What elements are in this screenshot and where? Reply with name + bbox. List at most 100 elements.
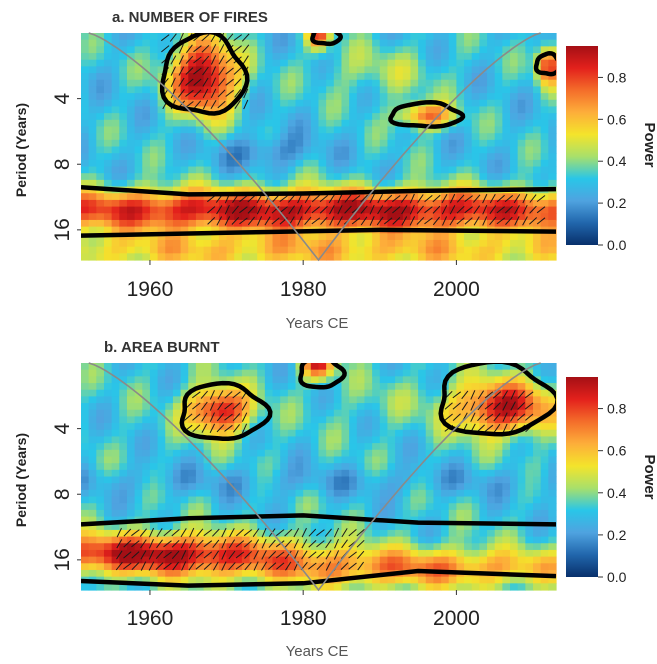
heatmap-cell [402, 469, 412, 478]
heatmap-cell [234, 213, 243, 221]
heatmap-cell [134, 213, 143, 221]
heatmap-cell [111, 556, 120, 564]
phase-arrow [261, 538, 267, 549]
phase-arrow [514, 205, 520, 215]
heatmap-cell [349, 483, 358, 491]
phase-arrow [241, 401, 248, 411]
heatmap-cell [494, 563, 503, 571]
panel-b-significance-contours [81, 363, 556, 588]
heatmap-cell [303, 409, 312, 418]
heatmap-cell [272, 159, 281, 168]
heatmap-cell [119, 226, 128, 234]
heatmap-cell [448, 113, 457, 121]
phase-arrow [334, 538, 339, 549]
heatmap-cell [211, 159, 220, 168]
heatmap-cell [326, 523, 335, 531]
heatmap-cell [96, 79, 105, 88]
heatmap-cell [464, 146, 473, 154]
heatmap-cell [456, 153, 465, 161]
heatmap-cell [287, 463, 297, 471]
heatmap-cell [295, 416, 304, 424]
heatmap-cell [218, 576, 228, 584]
heatmap-cell [441, 476, 450, 484]
heatmap-cell [295, 556, 304, 564]
heatmap-cell [479, 576, 488, 584]
heatmap-cell [157, 369, 166, 377]
heatmap-cell [464, 443, 473, 451]
heatmap-cell [172, 536, 182, 544]
heatmap-cell [188, 543, 197, 551]
heatmap-cell [318, 469, 327, 478]
heatmap-cell [548, 549, 557, 558]
heatmap-cell [203, 246, 212, 254]
heatmap-cell [341, 383, 350, 391]
heatmap-cell [356, 529, 366, 538]
panel-b-heatmap [81, 363, 557, 591]
heatmap-cell [81, 179, 90, 188]
heatmap-cell [456, 99, 465, 108]
heatmap-cell [257, 166, 266, 174]
heatmap-cell [249, 173, 258, 181]
heatmap-cell [88, 139, 97, 148]
heatmap-cell [464, 119, 473, 128]
heatmap-cell [303, 173, 312, 181]
phase-arrow [442, 216, 448, 226]
heatmap-cell [195, 33, 205, 41]
phase-arrow [510, 390, 516, 400]
heatmap-cell [395, 469, 404, 478]
heatmap-cell [341, 139, 350, 148]
heatmap-cell [295, 106, 304, 114]
heatmap-cell [295, 246, 304, 254]
phase-arrow [243, 99, 249, 110]
heatmap-cell [525, 463, 534, 471]
heatmap-cell [326, 106, 335, 114]
heatmap-cell [142, 206, 151, 214]
heatmap-cell [195, 113, 205, 121]
heatmap-cell [410, 39, 419, 47]
heatmap-cell [479, 193, 488, 201]
heatmap-cell [188, 186, 197, 194]
heatmap-cell [387, 363, 396, 371]
heatmap-cell [188, 483, 197, 491]
heatmap-cell [111, 416, 120, 424]
heatmap-cell [103, 543, 113, 551]
heatmap-cell [126, 193, 136, 201]
heatmap-cell [517, 576, 526, 584]
heatmap-cell [257, 529, 266, 538]
heatmap-cell [364, 496, 373, 504]
heatmap-cell [387, 536, 396, 544]
heatmap-cell [264, 569, 274, 578]
heatmap-cell [234, 86, 243, 94]
heatmap-cell [134, 193, 143, 201]
heatmap-cell [172, 233, 182, 241]
heatmap-cell [387, 463, 396, 471]
heatmap-cell [234, 403, 243, 411]
heatmap-cell [456, 93, 465, 101]
heatmap-cell [433, 206, 442, 214]
heatmap-cell [379, 436, 389, 444]
heatmap-cell [241, 383, 251, 391]
heatmap-cell [333, 449, 343, 458]
heatmap-cell [119, 536, 128, 544]
heatmap-cell [372, 233, 381, 241]
heatmap-cell [487, 146, 496, 154]
heatmap-cell [494, 556, 503, 564]
heatmap-cell [464, 383, 473, 391]
heatmap-cell [502, 166, 511, 174]
heatmap-cell [81, 186, 90, 194]
heatmap-cell [341, 246, 350, 254]
heatmap-cell [272, 369, 281, 377]
heatmap-cell [448, 139, 457, 148]
heatmap-cell [418, 449, 427, 458]
heatmap-cell [448, 159, 457, 168]
heatmap-cell [157, 503, 166, 511]
heatmap-cell [425, 529, 435, 538]
heatmap-cell [341, 436, 350, 444]
heatmap-cell [494, 403, 503, 411]
heatmap-cell [318, 436, 327, 444]
heatmap-cell [103, 193, 113, 201]
heatmap-cell [517, 173, 526, 181]
heatmap-cell [410, 369, 419, 377]
heatmap-cell [272, 59, 281, 67]
